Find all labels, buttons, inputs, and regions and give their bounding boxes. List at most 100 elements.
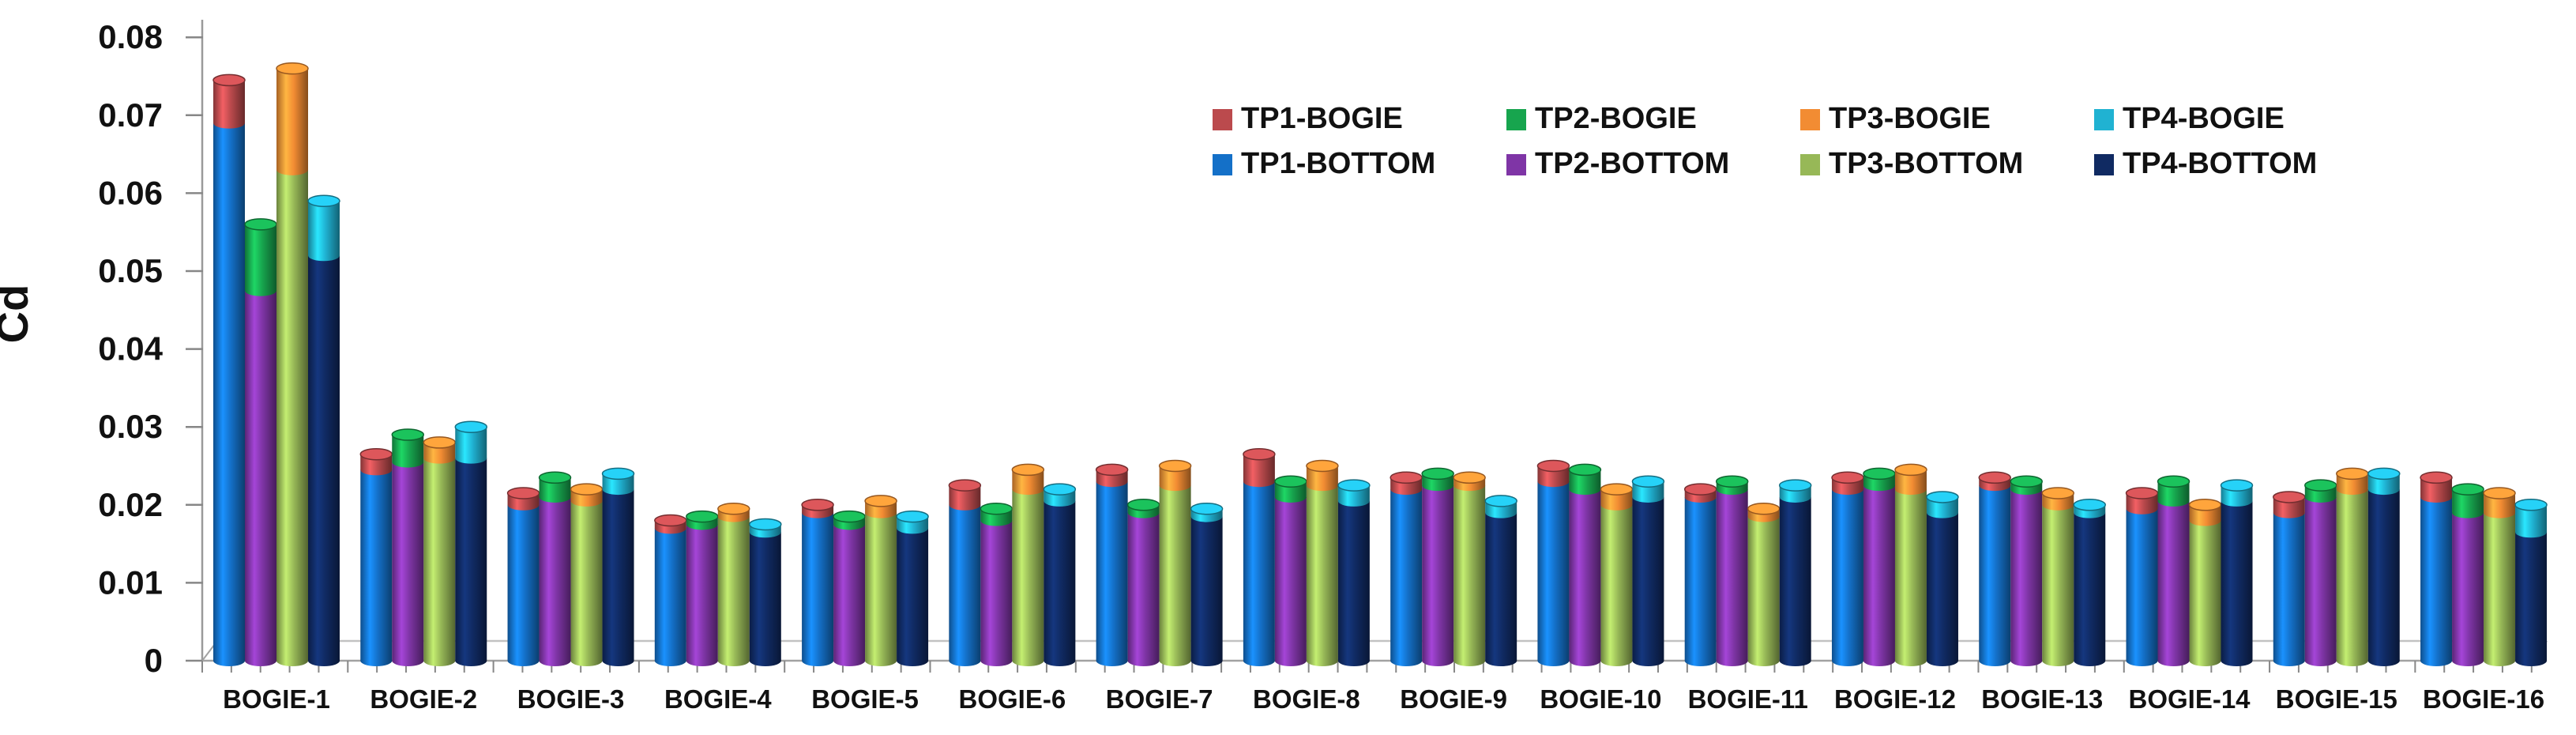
legend-item-TP3-BOTTOM[interactable]: TP3-BOTTOM bbox=[1800, 147, 2023, 180]
cylinder-top-face bbox=[2420, 471, 2453, 484]
x-category-label: BOGIE-14 bbox=[2128, 684, 2251, 714]
segment-TP2-BOTTOM bbox=[539, 496, 571, 666]
x-category-label: BOGIE-2 bbox=[370, 684, 477, 714]
bar-BOGIE-12-TP3 bbox=[1894, 463, 1927, 666]
segment-TP1-BOTTOM bbox=[2420, 496, 2453, 666]
bar-BOGIE-16-TP3 bbox=[2483, 487, 2516, 666]
legend-item-TP1-BOTTOM[interactable]: TP1-BOTTOM bbox=[1213, 147, 1435, 180]
bar-group-BOGIE-16 bbox=[2420, 471, 2548, 666]
segment-TP1-BOGIE bbox=[949, 485, 981, 511]
bar-group-BOGIE-11 bbox=[1683, 475, 1812, 666]
segment-TP3-BOGIE bbox=[276, 68, 308, 175]
legend-item-TP2-BOTTOM[interactable]: TP2-BOTTOM bbox=[1506, 147, 1729, 180]
segment-TP2-BOTTOM bbox=[686, 524, 718, 666]
segment-TP1-BOTTOM bbox=[1243, 481, 1275, 666]
segment-TP1-BOTTOM bbox=[1390, 489, 1423, 666]
bar-BOGIE-11-TP1 bbox=[1683, 483, 1717, 666]
x-category-label: BOGIE-3 bbox=[517, 684, 625, 714]
bar-BOGIE-3-TP3 bbox=[570, 483, 604, 666]
segment-TP2-BOTTOM bbox=[1422, 485, 1454, 666]
y-tick-label: 0.07 bbox=[98, 96, 163, 134]
cylinder-top-face bbox=[1683, 483, 1717, 496]
x-axis: BOGIE-1 BOGIE-2 BOGIE-3 BOGIE-4 BOGIE-5 BOGIE… bbox=[201, 659, 2544, 714]
bar-BOGIE-12-TP1 bbox=[1831, 471, 1864, 666]
bar-group-BOGIE-14 bbox=[2125, 475, 2254, 666]
segment-TP1-BOTTOM bbox=[507, 504, 540, 666]
bar-BOGIE-13-TP4 bbox=[2073, 499, 2106, 666]
y-axis: 0 0.01 0.02 0.03 0.04 0.05 0.06 0.07 0.08 bbox=[98, 18, 204, 679]
legend-item-TP1-BOGIE[interactable]: TP1-BOGIE bbox=[1213, 102, 1403, 135]
segment-TP3-BOTTOM bbox=[1306, 485, 1338, 666]
x-category-label: BOGIE-13 bbox=[1981, 684, 2103, 714]
cylinder-top-face bbox=[1600, 483, 1634, 496]
bar-group-BOGIE-12 bbox=[1831, 463, 1959, 666]
y-tick-label: 0.08 bbox=[98, 18, 163, 55]
segment-TP2-BOGIE bbox=[392, 435, 424, 468]
segment-TP1-BOTTOM bbox=[213, 122, 245, 666]
cylinder-top-face bbox=[1306, 459, 1339, 473]
legend-item-TP2-BOGIE[interactable]: TP2-BOGIE bbox=[1506, 102, 1697, 135]
segment-TP1-BOTTOM bbox=[2126, 508, 2158, 666]
segment-TP4-BOTTOM bbox=[2074, 512, 2106, 666]
bar-group-BOGIE-5 bbox=[801, 495, 929, 666]
legend-item-TP4-BOTTOM[interactable]: TP4-BOTTOM bbox=[2094, 147, 2317, 180]
bar-BOGIE-11-TP2 bbox=[1715, 475, 1749, 666]
legend-item-TP4-BOGIE[interactable]: TP4-BOGIE bbox=[2094, 102, 2285, 135]
cylinder-top-face bbox=[1631, 475, 1665, 488]
bar-BOGIE-7-TP1 bbox=[1095, 463, 1129, 666]
cylinder-top-face bbox=[2010, 475, 2043, 488]
cylinder-top-face bbox=[506, 487, 540, 499]
y-tick-label: 0.03 bbox=[98, 408, 163, 445]
bar-BOGIE-1-TP1 bbox=[212, 74, 246, 666]
bar-BOGIE-11-TP4 bbox=[1778, 479, 1812, 666]
cylinder-top-face bbox=[1453, 471, 1486, 484]
bar-BOGIE-2-TP3 bbox=[423, 436, 457, 666]
bar-BOGIE-16-TP1 bbox=[2420, 471, 2453, 666]
segment-TP2-BOTTOM bbox=[1127, 512, 1160, 666]
cylinder-top-face bbox=[1190, 502, 1224, 515]
bar-BOGIE-9-TP2 bbox=[1421, 467, 1454, 666]
bar-BOGIE-15-TP1 bbox=[2273, 491, 2306, 666]
segment-TP4-BOTTOM bbox=[308, 255, 340, 666]
segment-TP2-BOTTOM bbox=[245, 290, 276, 666]
segment-TP3-BOTTOM bbox=[865, 512, 897, 666]
cylinder-top-face bbox=[1274, 475, 1307, 488]
legend-label: TP2-BOTTOM bbox=[1535, 147, 1729, 180]
cylinder-top-face bbox=[1863, 467, 1896, 481]
bar-BOGIE-3-TP4 bbox=[601, 467, 635, 666]
y-axis-title: Cd bbox=[0, 285, 37, 344]
segment-TP2-BOTTOM bbox=[1863, 485, 1895, 666]
bar-BOGIE-9-TP1 bbox=[1390, 471, 1423, 666]
cylinder-top-face bbox=[1095, 463, 1129, 477]
cylinder-top-face bbox=[601, 467, 635, 481]
bar-BOGIE-6-TP2 bbox=[980, 502, 1013, 666]
segment-TP3-BOTTOM bbox=[276, 169, 308, 666]
segment-TP1-BOTTOM bbox=[654, 528, 686, 666]
bar-BOGIE-2-TP2 bbox=[391, 428, 425, 666]
cylinder-top-face bbox=[1243, 447, 1276, 461]
bar-BOGIE-2-TP4 bbox=[454, 420, 488, 666]
bar-group-BOGIE-7 bbox=[1095, 459, 1224, 666]
segment-TP2-BOGIE bbox=[245, 224, 276, 296]
legend: TP1-BOGIE TP2-BOGIE TP3-BOGIE TP4-BOGIE TP1-… bbox=[1213, 102, 2317, 180]
bar-BOGIE-5-TP4 bbox=[896, 510, 929, 666]
segment-TP2-BOGIE bbox=[1569, 469, 1601, 496]
bar-BOGIE-1-TP3 bbox=[276, 62, 309, 666]
cylinder-top-face bbox=[1043, 483, 1077, 496]
bar-BOGIE-10-TP3 bbox=[1600, 483, 1634, 666]
bar-BOGIE-16-TP2 bbox=[2451, 483, 2484, 666]
segment-TP3-BOTTOM bbox=[1012, 489, 1044, 666]
segment-TP3-BOTTOM bbox=[2042, 504, 2074, 666]
cylinder-top-face bbox=[570, 483, 604, 496]
bar-BOGIE-6-TP4 bbox=[1043, 483, 1077, 666]
cylinder-top-face bbox=[2188, 499, 2222, 511]
bar-BOGIE-3-TP2 bbox=[538, 471, 572, 666]
bar-group-BOGIE-10 bbox=[1536, 459, 1665, 666]
legend-item-TP3-BOGIE[interactable]: TP3-BOGIE bbox=[1800, 102, 1991, 135]
x-category-label: BOGIE-8 bbox=[1253, 684, 1360, 714]
bar-BOGIE-14-TP1 bbox=[2125, 487, 2159, 666]
bar-BOGIE-5-TP2 bbox=[833, 510, 866, 666]
